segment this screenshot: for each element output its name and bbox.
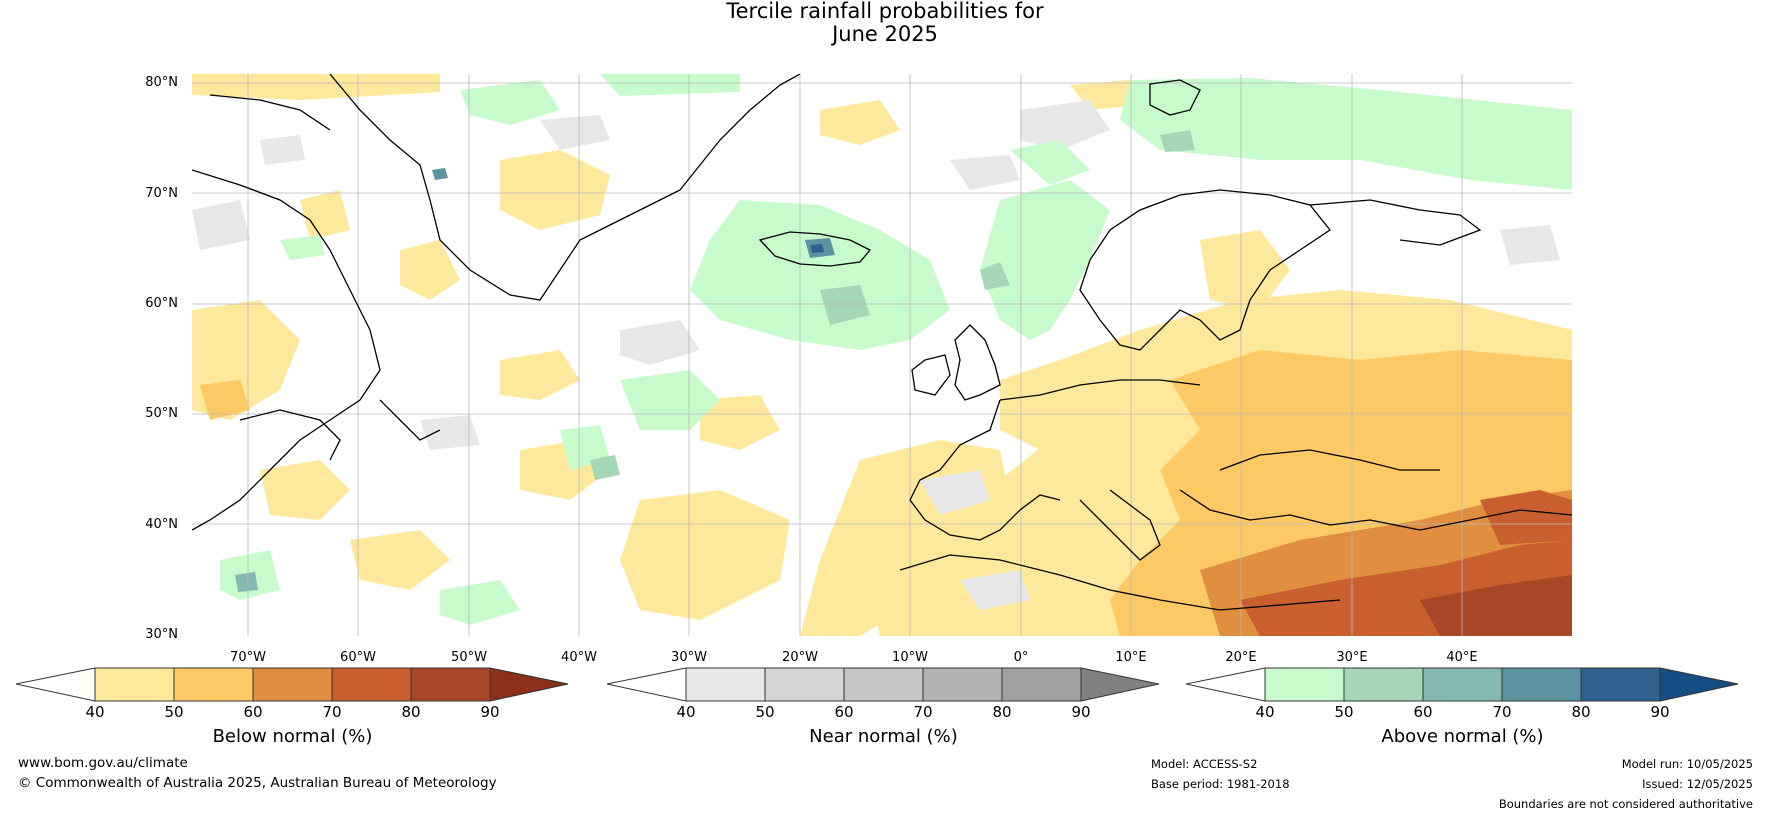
colorbar-above-tick-40: 40	[1255, 703, 1275, 721]
coastlines	[192, 74, 1572, 611]
lon-label-20w: 20°W	[782, 650, 818, 665]
lat-label-30n: 30°N	[145, 627, 178, 642]
colorbar-below-tick-50: 50	[164, 703, 184, 721]
colorbar-above-tick-90: 90	[1650, 703, 1670, 721]
colorbar-below-tick-80: 80	[401, 703, 421, 721]
title-line-1: Tercile rainfall probabilities for	[726, 0, 1044, 23]
above-normal-shading	[220, 74, 1572, 625]
rainfall-probability-map	[192, 74, 1572, 636]
colorbar-near-normal: 40 50 60 70 80 90 Near normal (%)	[607, 667, 1160, 787]
footer-model: Model: ACCESS-S2	[1151, 757, 1258, 771]
colorbar-near-swatches	[607, 667, 1160, 702]
colorbar-below-tick-60: 60	[243, 703, 263, 721]
colorbar-below-label: Below normal (%)	[212, 726, 373, 747]
chart-title: Tercile rainfall probabilities for June …	[0, 0, 1770, 46]
colorbar-near-tick-40: 40	[676, 703, 696, 721]
colorbar-near-tick-70: 70	[913, 703, 933, 721]
lat-label-50n: 50°N	[145, 406, 178, 421]
colorbar-near-tick-90: 90	[1071, 703, 1091, 721]
lon-label-50w: 50°W	[451, 650, 487, 665]
colorbar-below-tick-70: 70	[322, 703, 342, 721]
graticule	[192, 74, 1572, 636]
lat-label-70n: 70°N	[145, 186, 178, 201]
colorbar-below-normal: 40 50 60 70 80 90 Below normal (%)	[16, 667, 569, 787]
colorbar-above-tick-70: 70	[1492, 703, 1512, 721]
footer-model-run: Model run: 10/05/2025	[1621, 757, 1753, 771]
lon-label-30w: 30°W	[671, 650, 707, 665]
footer-base-period: Base period: 1981-2018	[1151, 777, 1290, 791]
title-line-2: June 2025	[832, 22, 938, 46]
lon-label-60w: 60°W	[340, 650, 376, 665]
colorbar-above-tick-50: 50	[1334, 703, 1354, 721]
lat-label-60n: 60°N	[145, 296, 178, 311]
lon-label-20e: 20°E	[1225, 650, 1257, 665]
footer-issued: Issued: 12/05/2025	[1642, 777, 1753, 791]
colorbar-above-label: Above normal (%)	[1381, 726, 1544, 747]
colorbar-above-tick-60: 60	[1413, 703, 1433, 721]
colorbar-below-tick-40: 40	[85, 703, 105, 721]
colorbar-below-tick-90: 90	[480, 703, 500, 721]
colorbar-near-label: Near normal (%)	[809, 726, 958, 747]
lat-label-40n: 40°N	[145, 517, 178, 532]
footer-disclaimer: Boundaries are not considered authoritat…	[1498, 797, 1753, 811]
footer-copyright: © Commonwealth of Australia 2025, Austra…	[18, 775, 497, 791]
lon-label-40e: 40°E	[1446, 650, 1478, 665]
lon-label-10w: 10°W	[892, 650, 928, 665]
colorbar-above-tick-80: 80	[1571, 703, 1591, 721]
colorbar-near-tick-80: 80	[992, 703, 1012, 721]
colorbar-near-tick-60: 60	[834, 703, 854, 721]
lon-label-30e: 30°E	[1336, 650, 1368, 665]
lon-label-10e: 10°E	[1115, 650, 1147, 665]
colorbar-above-normal: 40 50 60 70 80 90 Above normal (%)	[1186, 667, 1739, 787]
colorbar-above-swatches	[1186, 667, 1739, 702]
near-normal-shading	[192, 100, 1560, 610]
lon-label-0: 0°	[1013, 650, 1029, 665]
lon-label-70w: 70°W	[230, 650, 266, 665]
lat-label-80n: 80°N	[145, 75, 178, 90]
colorbar-near-tick-50: 50	[755, 703, 775, 721]
footer-url: www.bom.gov.au/climate	[18, 755, 188, 771]
colorbar-below-swatches	[16, 667, 569, 702]
lon-label-40w: 40°W	[561, 650, 597, 665]
